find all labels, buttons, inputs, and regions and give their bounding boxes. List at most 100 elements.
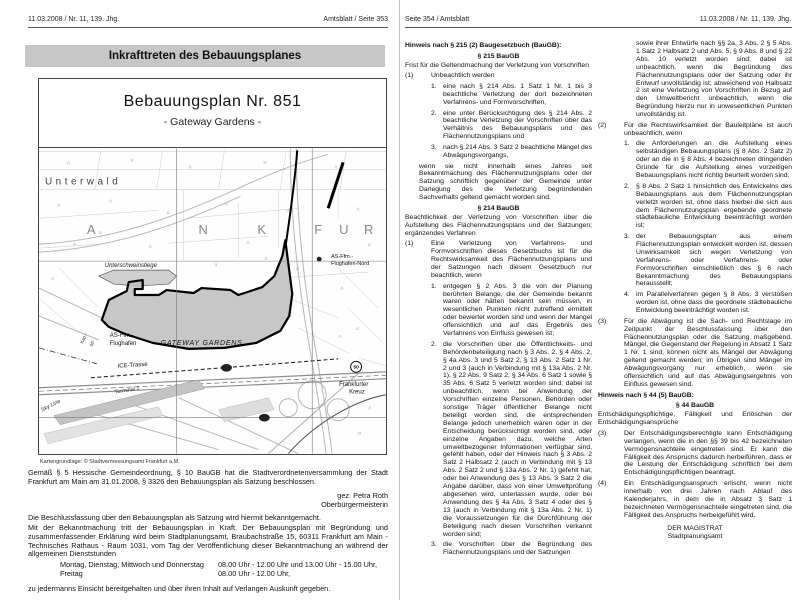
map-label: Str.	[89, 339, 95, 347]
tree-symbol-icon: Λ	[334, 164, 338, 170]
map-label: K	[257, 222, 266, 237]
text-block: (1) Eine Verletzung von Verfahrens- und F…	[405, 240, 592, 279]
text-block: 4. im Parallelverfahren gegen § 8 Abs. 3 …	[624, 291, 792, 314]
paragraph-resolution: Gemäß § 5 Hessische Gemeindeordnung, § 1…	[28, 468, 388, 486]
map-label: Flughafen-Nord	[331, 261, 369, 267]
signature-title: Oberbürgermeisterin	[321, 499, 388, 509]
text-block: wenn sie nicht innerhalb eines Jahres se…	[419, 162, 592, 202]
map-label: ICE-Trasse	[117, 362, 148, 370]
legal-text-column-2: sowie ihrer Entwürfe nach §§ 2a, 3 Abs. …	[598, 40, 792, 543]
map-label: U	[339, 222, 348, 237]
text-block: § 44 BauGB	[675, 402, 715, 410]
road-number-badge	[316, 256, 322, 262]
tree-symbol-icon: α	[263, 159, 266, 165]
text-block: Frist für die Geltendmachung der Verletz…	[405, 61, 589, 69]
signature-name: gez. Petra Roth	[337, 491, 388, 500]
text-block: (1) Unbeachtlich werden	[405, 72, 495, 80]
left-header-page: Amtsblatt / Seite 353	[323, 16, 388, 23]
tree-symbol-icon: Λ	[356, 206, 360, 212]
text-block: DER MAGISTRAT Stadtplanungsamt	[667, 524, 723, 540]
text-block: 2. die Vorschriften über die Öffentlichke…	[431, 340, 592, 538]
text-block: Beachtlichkeit der Verletzung von Vorsch…	[405, 213, 592, 237]
map-label: Flughafen	[110, 341, 137, 347]
map-label: F	[314, 222, 322, 237]
map-bold-road-segment	[326, 161, 345, 209]
office-hours-time: 08.00 Uhr - 12.00 Uhr und 13.00 Uhr - 15…	[218, 560, 378, 569]
page-divider	[399, 0, 400, 600]
text-block: 3. die Vorschriften über die Begründung d…	[431, 541, 592, 557]
map-label: Kap.-	[79, 332, 88, 344]
map-label: AS-Ffm.-	[110, 333, 134, 339]
tree-symbol-icon: α	[57, 202, 60, 208]
text-block: Hinweis nach § 44 (5) BauGB:	[598, 391, 694, 399]
plan-boundary-north	[284, 150, 299, 249]
map-pond	[98, 269, 178, 287]
road-number-badge: 50	[350, 360, 363, 373]
map-terminal-area	[43, 379, 275, 444]
text-block: 3. nach § 214 Abs. 3 Satz 2 beachtliche M…	[431, 143, 592, 159]
page-title: Inkrafttreten des Bebauungsplanes	[25, 45, 385, 67]
tree-symbol-icon: Λ	[340, 286, 344, 292]
tree-symbol-icon: α	[358, 431, 361, 437]
text-block: (3) Für die Abwägung ist die Sach- und Re…	[598, 317, 792, 388]
map-box: Bebauungsplan Nr. 851 - Gateway Gardens …	[38, 78, 387, 455]
left-page: 11.03.2008 / Nr. 11, 139. Jhg. Amtsblatt…	[0, 0, 399, 600]
tree-symbol-icon: Λ	[224, 201, 228, 207]
tree-symbol-icon: α	[286, 207, 289, 213]
tree-symbol-icon: α	[296, 266, 299, 272]
map-subtitle: - Gateway Gardens -	[163, 116, 262, 128]
tree-symbol-icon: Λ	[246, 240, 250, 246]
text-block: (3) Der Entschädigungsberechtigte kann En…	[598, 429, 792, 477]
svg-text:50: 50	[353, 365, 359, 371]
tree-symbol-icon: α	[356, 326, 359, 332]
office-hours-days: Montag, Dienstag, Mittwoch und Donnersta…	[60, 560, 204, 569]
map-label: Unterschweinstiege	[105, 263, 158, 269]
paragraph-closing: zu jedermanns Einsicht bereitgehalten un…	[28, 584, 331, 593]
tree-symbol-icon: Λ	[149, 244, 153, 250]
text-block: 1. eine nach § 214 Abs. 1 Satz 1 Nr. 1 bi…	[431, 83, 592, 106]
left-header-rule	[28, 27, 388, 28]
tree-symbol-icon: α	[368, 242, 371, 248]
ice-line	[90, 358, 339, 379]
office-hours-row: Freitag 08.00 Uhr - 12.00 Uhr,	[60, 568, 388, 579]
tree-symbol-icon: Λ	[338, 334, 342, 340]
map-roads	[38, 148, 350, 455]
text-block: 3. der Bebauungsplan aus einem Flächennut…	[624, 233, 792, 288]
road-number-badges: 50	[220, 256, 363, 422]
paragraph-inspection: Mit der Bekanntmachung tritt der Bebauun…	[28, 523, 388, 559]
map-label: R	[364, 222, 373, 237]
text-block: (2) Für die Rechtswirksamkeit der Bauleit…	[598, 121, 792, 137]
map-labels: Unterwald A N K F U R Unterschweinstiege AS-Ffm.…	[40, 176, 373, 413]
tree-symbol-icon: Λ	[51, 276, 55, 282]
map-credit: Kartengrundlage: © Stadtvermessungsamt F…	[40, 459, 180, 465]
text-block: § 214 BauGB	[477, 204, 520, 212]
text-block: 2. § 8 Abs. 2 Satz 1 hinsichtlich des Ent…	[624, 182, 792, 230]
text-block: 1. entgegen § 2 Abs. 3 die von der Planun…	[431, 282, 592, 338]
map-label: Unterwald	[45, 176, 121, 187]
road-number-badge	[220, 364, 232, 372]
right-header-rule	[405, 27, 792, 28]
office-hours-days: Freitag	[60, 568, 83, 578]
right-page: Seite 354 / Amtsblatt 11.03.2008 / Nr. 1…	[401, 0, 800, 600]
tree-symbol-icon: Λ	[189, 164, 193, 170]
right-header-date: 11.03.2008 / Nr. 11, 139. Jhg.	[699, 16, 791, 23]
map-parcel-lines	[38, 150, 387, 367]
map-label: Kreuz	[349, 390, 365, 396]
office-hours-time: 08.00 Uhr - 12.00 Uhr,	[218, 568, 291, 578]
text-block: § 215 BauGB	[477, 52, 520, 60]
tree-symbol-icon: Λ	[368, 406, 372, 412]
text-block: 1. die Anforderungen an die Aufstellung e…	[624, 140, 792, 180]
map-label: Terminal 2	[114, 386, 140, 396]
signature-block: gez. Petra Roth Oberbürgermeisterin	[28, 491, 388, 510]
tree-symbol-icon: Λ	[67, 160, 71, 166]
right-header-page: Seite 354 / Amtsblatt	[405, 16, 470, 23]
office-hours-table: Montag, Dienstag, Mittwoch und Donnersta…	[60, 560, 388, 579]
paragraph-announcement: Die Beschlussfassung über den Bebauungsp…	[28, 513, 321, 522]
text-block: (4) Ein Entschädigungsanspruch erlischt, …	[598, 480, 792, 519]
boundary-dashdot	[38, 347, 97, 365]
tree-symbol-icon: Λ	[264, 256, 268, 262]
left-header-date: 11.03.2008 / Nr. 11, 139. Jhg.	[28, 16, 120, 23]
tree-symbol-icon: α	[131, 157, 134, 163]
